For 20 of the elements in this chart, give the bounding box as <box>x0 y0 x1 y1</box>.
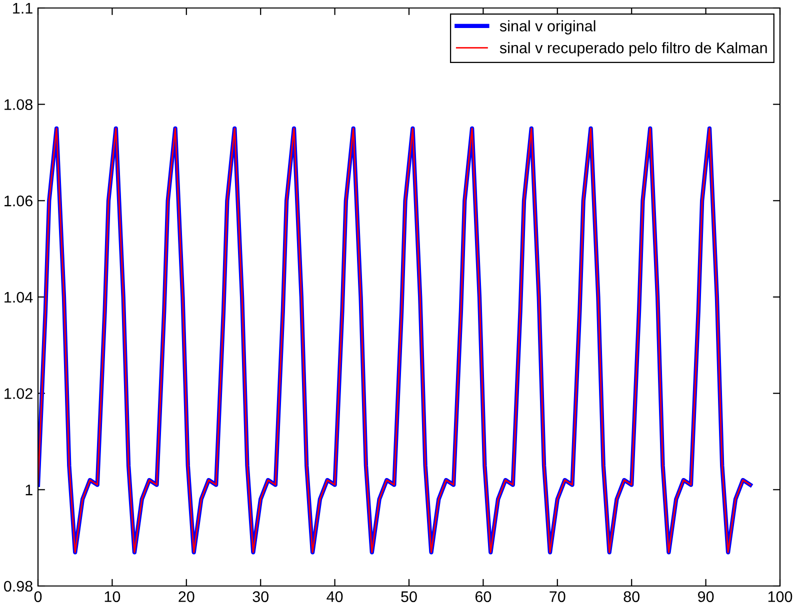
x-tick-label: 30 <box>252 591 268 602</box>
y-tick-label: 0.98 <box>4 580 32 592</box>
x-tick-label: 20 <box>178 591 194 602</box>
legend-label: sinal v recuperado pelo filtro de Kalman <box>500 42 767 56</box>
y-tick-label: 1 <box>26 484 32 496</box>
x-tick-label: 80 <box>624 591 640 602</box>
y-tick-label: 1.02 <box>4 388 32 400</box>
x-tick-label: 0 <box>34 591 42 602</box>
y-tick-label: 1.04 <box>4 292 33 303</box>
y-tick-label: 1.06 <box>4 196 32 206</box>
x-tick-label: 60 <box>475 591 492 602</box>
x-tick-label: 70 <box>550 591 566 602</box>
y-tick-label: 1.08 <box>4 99 32 110</box>
x-tick-label: 100 <box>768 591 792 602</box>
legend-label: sinal v original <box>500 20 596 34</box>
x-tick-label: 50 <box>401 591 417 602</box>
x-tick-label: 90 <box>698 591 714 602</box>
x-tick-label: 40 <box>326 591 343 602</box>
y-tick-label: 1.1 <box>13 3 32 14</box>
x-tick-label: 10 <box>104 591 120 602</box>
